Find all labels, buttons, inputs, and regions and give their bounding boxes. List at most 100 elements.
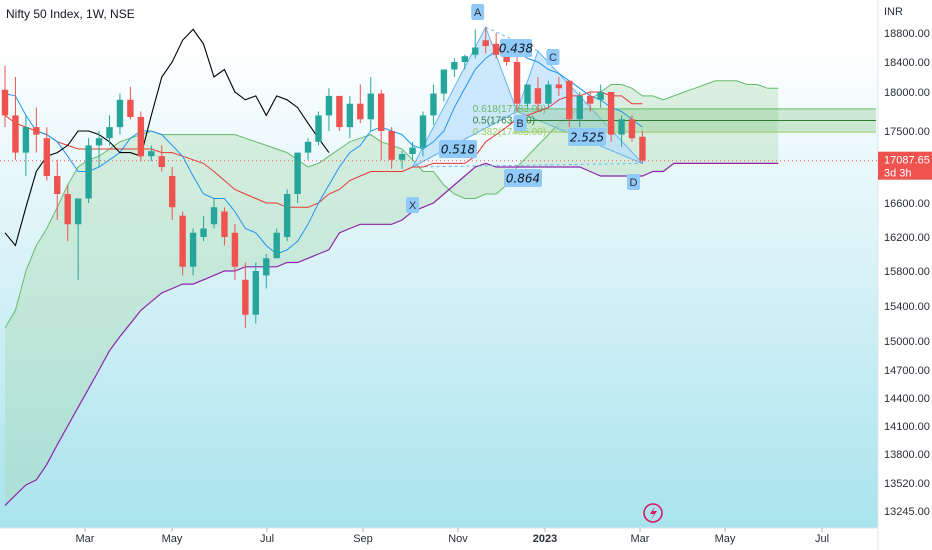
x-tick-label: May xyxy=(162,533,183,545)
candle[interactable] xyxy=(492,33,500,59)
candle-body xyxy=(273,232,280,259)
ratio-label-0.864: 0.864 xyxy=(506,172,540,186)
candle[interactable] xyxy=(325,88,333,131)
candle-body xyxy=(304,141,312,153)
candle[interactable] xyxy=(555,77,563,96)
price-tag-value: 17087.65 xyxy=(884,155,930,167)
candle[interactable] xyxy=(158,145,165,172)
cloud-area xyxy=(5,80,779,506)
candle[interactable] xyxy=(357,84,364,124)
candle[interactable] xyxy=(148,145,155,162)
candle[interactable] xyxy=(398,151,406,169)
candle[interactable] xyxy=(524,84,531,108)
tenkan-sen-line xyxy=(4,46,643,255)
y-tick-label: 14400.00 xyxy=(884,393,930,405)
fib-label-0.382: 0.382(17485.00) xyxy=(473,127,546,138)
y-axis[interactable]: 18800.0018400.0018000.0017500.0017000.00… xyxy=(878,28,932,518)
candle[interactable] xyxy=(430,84,437,125)
candle[interactable] xyxy=(85,138,92,203)
candle[interactable] xyxy=(409,141,416,160)
candle[interactable] xyxy=(74,198,82,280)
candle[interactable] xyxy=(440,69,448,102)
price-tag[interactable] xyxy=(878,151,932,180)
candle-body xyxy=(315,115,322,142)
point-label-box-A xyxy=(471,4,485,20)
candle[interactable] xyxy=(200,215,207,242)
candle[interactable] xyxy=(283,189,291,242)
candle-body xyxy=(252,271,259,315)
candle-body xyxy=(451,62,458,70)
candle[interactable] xyxy=(587,92,594,112)
candle[interactable] xyxy=(419,111,427,157)
candle[interactable] xyxy=(534,77,542,112)
candle[interactable] xyxy=(597,84,604,108)
candle[interactable] xyxy=(273,228,280,259)
candle[interactable] xyxy=(263,254,270,289)
candle[interactable] xyxy=(482,27,489,54)
x-axis[interactable]: Mar May Jul Sep Nov 2023 Mar May Jul xyxy=(76,528,830,545)
candle[interactable] xyxy=(451,58,458,77)
candle[interactable] xyxy=(336,95,343,131)
candle[interactable] xyxy=(607,92,615,142)
candle[interactable] xyxy=(1,65,9,128)
candle[interactable] xyxy=(137,111,145,162)
x-tick-label: Mar xyxy=(631,533,650,545)
candle[interactable] xyxy=(294,152,301,203)
point-label-C: C xyxy=(549,52,557,64)
candle[interactable] xyxy=(367,77,374,131)
candle[interactable] xyxy=(252,262,259,324)
candle[interactable] xyxy=(127,86,134,120)
candle[interactable] xyxy=(566,80,573,128)
x-tick-label: Sep xyxy=(353,533,373,545)
price-tag-countdown: 3d 3h xyxy=(884,168,912,180)
point-label-D: D xyxy=(629,177,637,189)
candle[interactable] xyxy=(231,224,239,280)
candle-body xyxy=(221,211,228,237)
candle[interactable] xyxy=(472,29,479,59)
candle[interactable] xyxy=(315,111,322,146)
candle-body xyxy=(388,131,395,160)
candle[interactable] xyxy=(22,115,30,176)
candle[interactable] xyxy=(304,138,312,160)
candle-body xyxy=(169,176,176,208)
candle[interactable] xyxy=(639,131,646,164)
candle[interactable] xyxy=(628,115,636,142)
tradingview-lightning-icon[interactable] xyxy=(643,503,663,523)
pattern-xab-triangle xyxy=(411,25,518,169)
candle[interactable] xyxy=(12,77,19,160)
candle-body xyxy=(127,99,134,117)
candle[interactable] xyxy=(346,95,354,139)
chart-title: Nifty 50 Index, 1W, NSE xyxy=(6,7,135,21)
candle[interactable] xyxy=(169,167,176,220)
candle-body xyxy=(294,152,301,194)
y-tick-label: 13800.00 xyxy=(884,449,930,461)
candle[interactable] xyxy=(210,198,218,229)
candle[interactable] xyxy=(461,54,468,70)
candle-body xyxy=(545,84,552,104)
candle[interactable] xyxy=(116,93,124,135)
candle-body xyxy=(534,88,542,104)
candle[interactable] xyxy=(95,131,103,167)
candle[interactable] xyxy=(388,127,395,169)
candles[interactable] xyxy=(1,27,646,328)
candle[interactable] xyxy=(618,115,625,147)
fib-label-0.5: 0.5(17634.00) xyxy=(473,116,535,127)
candle[interactable] xyxy=(576,92,583,128)
candle[interactable] xyxy=(54,159,61,220)
candle[interactable] xyxy=(106,115,113,146)
candle[interactable] xyxy=(189,228,197,276)
candle-body xyxy=(357,103,364,120)
candle[interactable] xyxy=(179,211,186,276)
candle-body xyxy=(482,40,489,47)
candle[interactable] xyxy=(545,80,552,108)
candle[interactable] xyxy=(221,207,228,246)
candle[interactable] xyxy=(33,107,40,153)
candle[interactable] xyxy=(43,127,50,181)
candle[interactable] xyxy=(64,185,71,242)
candle[interactable] xyxy=(513,54,521,112)
y-tick-label: 18800.00 xyxy=(884,28,930,40)
ratio-label-0.518: 0.518 xyxy=(441,143,476,157)
candle[interactable] xyxy=(242,262,249,328)
candle[interactable] xyxy=(378,89,385,160)
